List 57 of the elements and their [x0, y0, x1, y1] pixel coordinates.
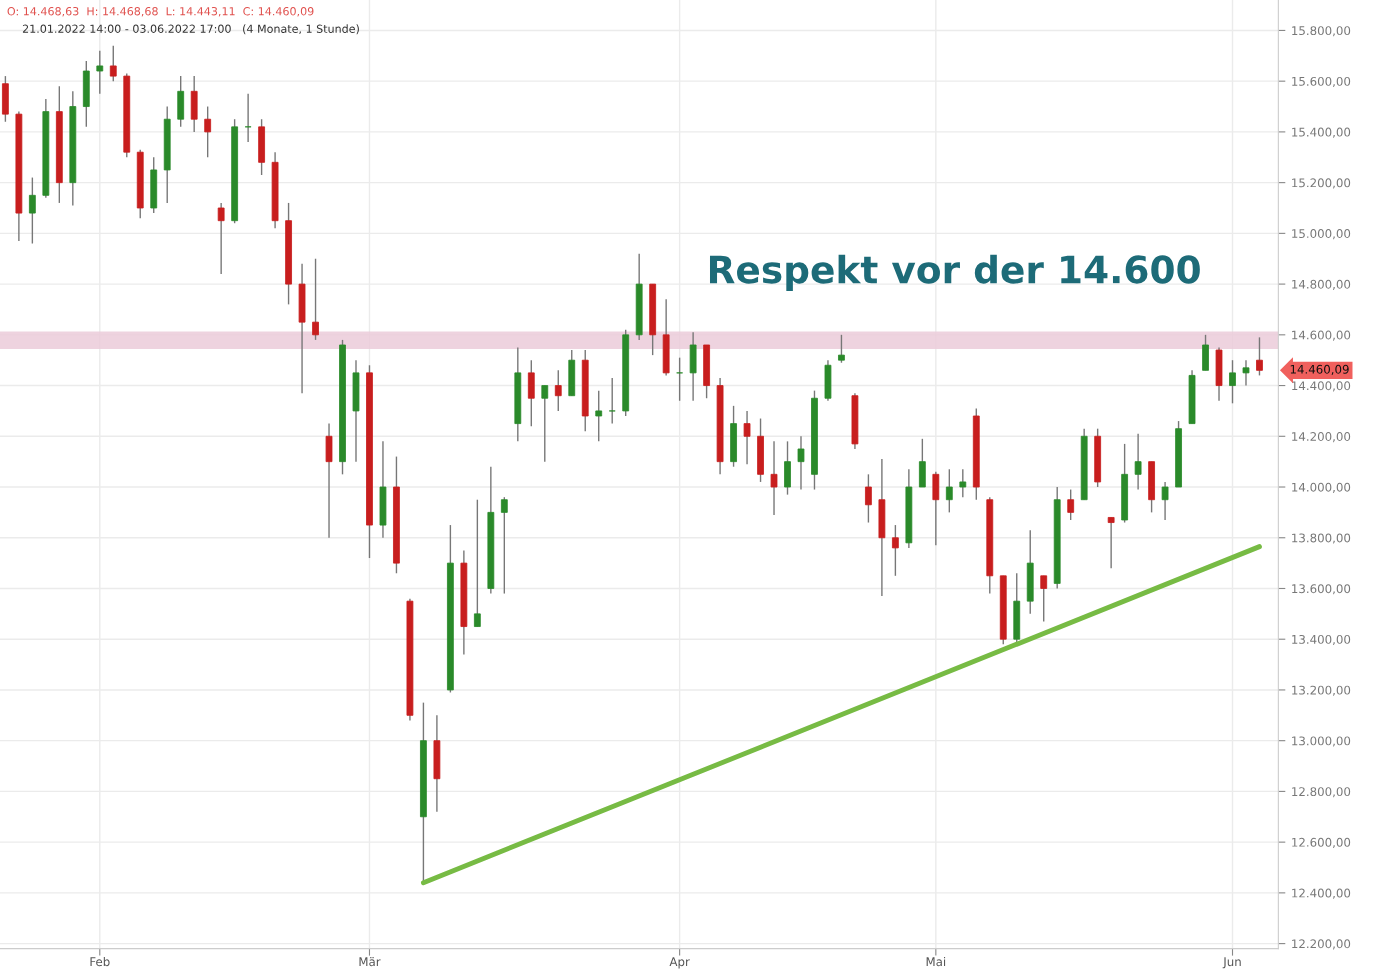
y-tick-label: 13.600,00	[1292, 584, 1351, 595]
x-tick-label: Feb	[90, 957, 110, 967]
y-tick-label: 12.800,00	[1292, 787, 1351, 798]
candlestick	[892, 524, 899, 577]
candlestick	[1067, 488, 1075, 521]
candlestick	[1161, 481, 1169, 521]
y-tick-label: 13.200,00	[1292, 685, 1351, 696]
candlestick	[1256, 336, 1263, 377]
candlestick	[312, 258, 319, 341]
candlestick	[554, 369, 562, 412]
candlestick	[28, 176, 36, 245]
text: O: 14.468,63 H: 14.468,68 L: 14.443,11 C: 14.460,09	[7, 7, 314, 17]
candlestick	[676, 356, 684, 402]
candlestick	[500, 496, 508, 595]
text: 21.01.2022 14:00 - 03.06.2022 17:00 (4 Monate, 1 Stunde)	[22, 24, 359, 35]
candlestick	[217, 202, 225, 275]
y-tick-label: 15.800,00	[1292, 26, 1351, 37]
y-tick-label: 15.400,00	[1292, 127, 1351, 138]
candlestick	[1040, 575, 1048, 623]
candlestick	[595, 389, 603, 443]
candlestick	[865, 473, 872, 524]
candlestick	[473, 499, 481, 628]
candlestick	[1229, 359, 1236, 405]
candlestick	[109, 44, 117, 82]
candlestick	[1134, 433, 1142, 491]
candlestick	[959, 468, 967, 498]
y-tick-label: 12.400,00	[1292, 888, 1351, 899]
candlestick	[743, 410, 751, 465]
candlestick	[608, 377, 616, 425]
y-tick-label: 14.000,00	[1292, 482, 1351, 493]
y-tick-label: 13.800,00	[1292, 533, 1351, 544]
x-tick-label: Jun	[1222, 957, 1241, 969]
candlestick	[838, 334, 845, 364]
candlestick	[1242, 359, 1250, 387]
candlestick	[541, 384, 549, 463]
candlestick	[945, 468, 953, 514]
y-tick-label: 12.200,00	[1292, 939, 1351, 950]
candlestick	[797, 435, 805, 491]
y-tick-label: 12.600,00	[1292, 837, 1351, 848]
x-tick-label: Apr	[669, 957, 690, 969]
y-tick-label: 15.000,00	[1292, 229, 1351, 240]
y-tick-label: 14.600,00	[1292, 330, 1351, 341]
candlestick	[96, 50, 104, 95]
y-tick-label: 15.200,00	[1292, 178, 1351, 189]
text: 14.460,09	[1290, 364, 1349, 375]
y-tick-label: 14.200,00	[1292, 432, 1351, 443]
y-tick-label: 15.600,00	[1292, 76, 1351, 88]
y-tick-label: 13.000,00	[1292, 736, 1351, 747]
candlestick	[770, 440, 778, 516]
y-tick-label: 14.800,00	[1292, 279, 1351, 290]
band-label: Respekt vor der 14.600	[709, 254, 1200, 291]
candlestick	[1107, 516, 1115, 569]
x-tick-label: Mai	[926, 957, 946, 967]
y-tick-label: 14.400,00	[1292, 381, 1351, 392]
candlestick	[204, 105, 212, 158]
x-tick-label: Mär	[359, 957, 381, 967]
y-tick-label: 13.400,00	[1292, 634, 1351, 646]
